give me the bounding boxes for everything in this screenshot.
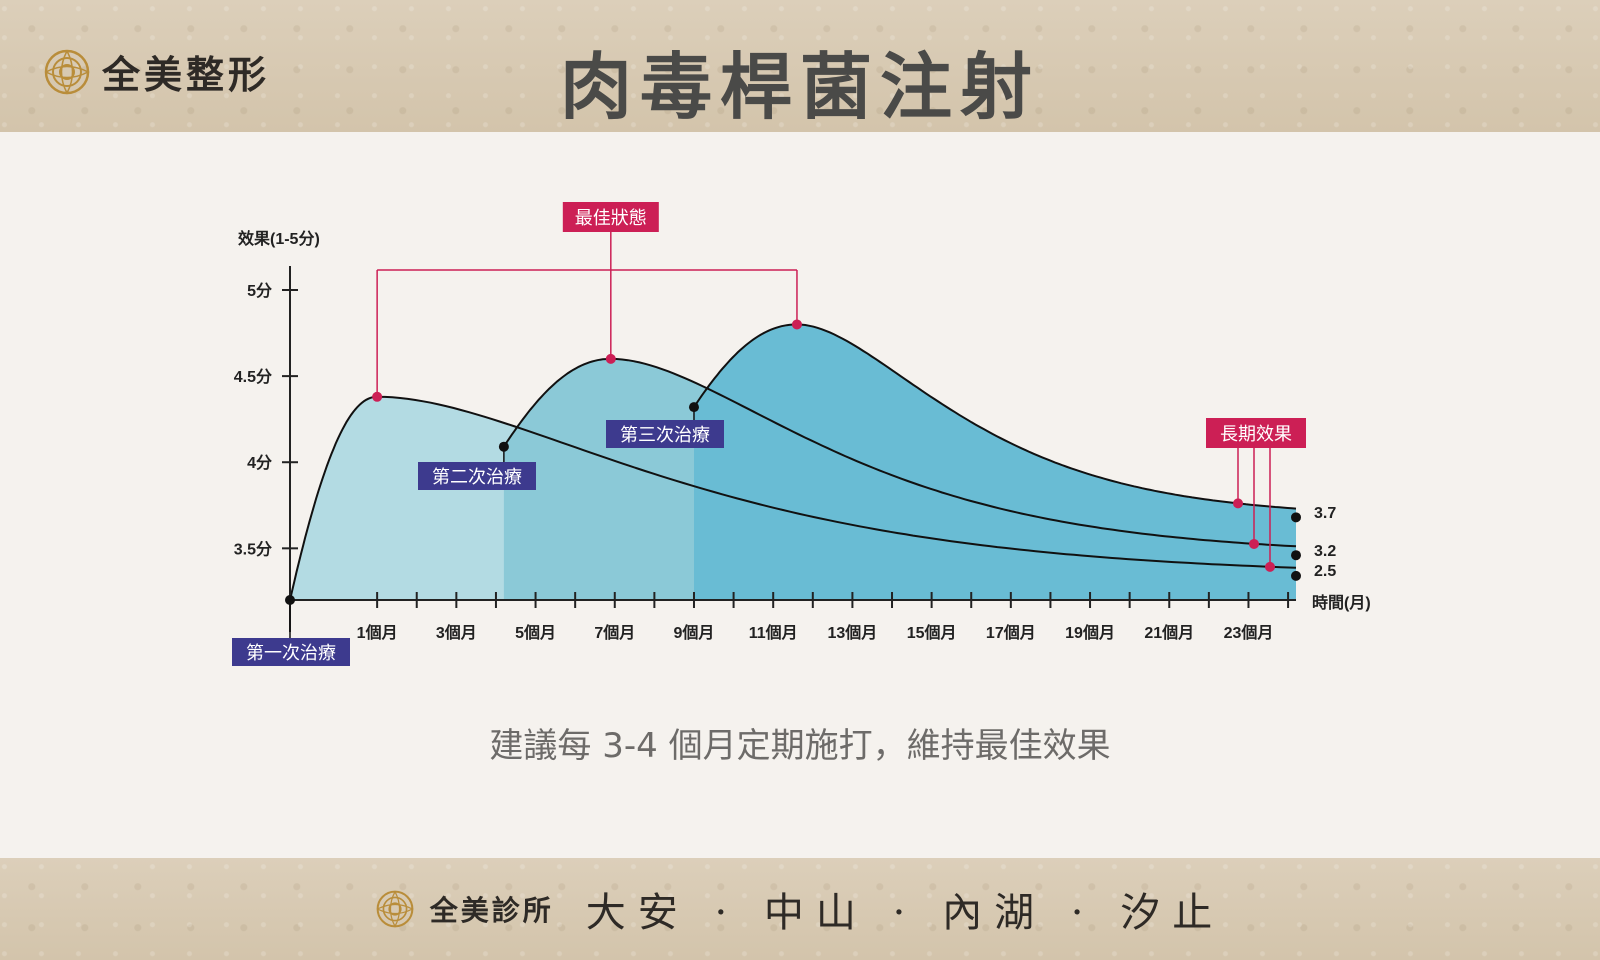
page-title: 肉毒桿菌注射 — [559, 45, 1040, 129]
x-tick-label: 23個月 — [1224, 623, 1274, 642]
flower-emblem-icon — [376, 890, 414, 928]
x-tick-label: 3個月 — [436, 623, 477, 642]
recommendation-note: 建議每 3-4 個月定期施打，維持最佳效果 — [489, 726, 1111, 766]
end-marker — [1291, 512, 1301, 523]
series-line-1 — [289, 395, 1297, 601]
x-tick-label: 9個月 — [674, 623, 715, 642]
footer: 全美診所 大安 · 中山 · 內湖 · 汐止 — [0, 880, 1600, 938]
x-tick-label: 21個月 — [1144, 623, 1194, 642]
peak-marker — [791, 319, 802, 330]
series-area-3 — [694, 324, 1296, 600]
y-tick-label: 3.5分 — [234, 540, 272, 558]
flower-emblem-icon — [44, 49, 90, 95]
x-tick-label: 17個月 — [986, 623, 1036, 642]
x-tick-label: 5個月 — [515, 623, 556, 642]
long-term-label: 長期效果 — [1220, 424, 1292, 444]
treatment-label: 第三次治療 — [620, 425, 710, 445]
end-marker — [1291, 570, 1301, 581]
treatment-badge — [418, 462, 536, 490]
long-term-marker — [1249, 538, 1259, 549]
y-tick-label: 5分 — [247, 282, 272, 300]
x-tick-label: 1個月 — [357, 623, 398, 642]
x-tick-label: 15個月 — [907, 623, 957, 642]
series-line-3 — [693, 323, 1297, 510]
footer-band: 全美診所 大安 · 中山 · 內湖 · 汐止 — [0, 858, 1600, 960]
y-axis-label: 效果(1-5分) — [238, 229, 320, 248]
footer-clinic-name: 全美診所 — [429, 894, 554, 927]
treatment-label: 第二次治療 — [432, 467, 522, 487]
y-tick-label: 4分 — [247, 454, 272, 472]
end-value-label: 3.2 — [1314, 543, 1336, 560]
long-term-badge — [1206, 418, 1306, 448]
peak-marker — [372, 391, 383, 402]
treatment-badge — [606, 420, 724, 448]
best-state-badge — [562, 202, 659, 232]
peak-marker — [605, 353, 616, 364]
long-term-marker — [1265, 561, 1275, 572]
main-panel: 效果(1-5分) 5分 4.5分 4分 3.5分 1個月 3個月 5個月 7個月 9個月 11個月 1… — [0, 132, 1600, 858]
footer-branches: 大安 · 中山 · 內湖 · 汐止 — [585, 890, 1225, 936]
end-marker — [1291, 550, 1301, 561]
treatment-label: 第一次治療 — [246, 643, 336, 663]
x-axis-label: 時間(月) — [1312, 593, 1371, 612]
treatment-badge — [232, 638, 350, 666]
effect-chart: 效果(1-5分) 5分 4.5分 4分 3.5分 1個月 3個月 5個月 7個月 9個月 11個月 1… — [232, 202, 1371, 666]
brand-name: 全美整形 — [102, 52, 271, 97]
end-value-label: 2.5 — [1314, 563, 1336, 580]
series-line-2 — [503, 357, 1297, 548]
x-tick-label: 19個月 — [1065, 623, 1115, 642]
x-tick-label: 11個月 — [749, 623, 798, 642]
header-band: 全美整形 肉毒桿菌注射 — [0, 0, 1600, 132]
x-tick-label: 13個月 — [828, 623, 878, 642]
x-tick-label: 7個月 — [594, 623, 635, 642]
best-state-label: 最佳狀態 — [575, 208, 647, 228]
y-tick-label: 4.5分 — [234, 368, 272, 386]
brand-logo: 全美整形 — [44, 44, 270, 99]
long-term-marker — [1233, 498, 1243, 509]
end-value-label: 3.7 — [1314, 505, 1336, 522]
